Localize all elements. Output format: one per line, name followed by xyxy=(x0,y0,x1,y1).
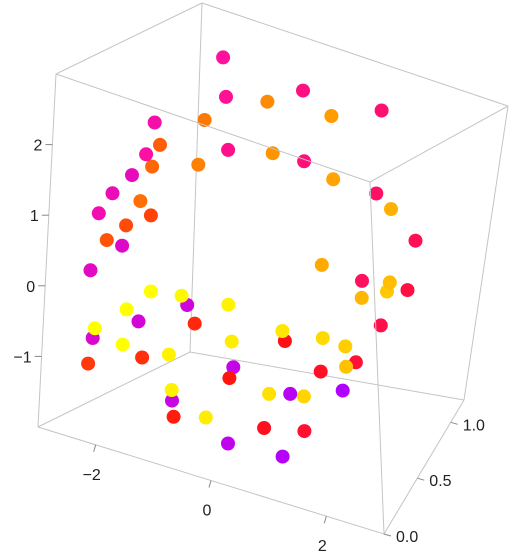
box-front-edges xyxy=(37,73,509,535)
data-point xyxy=(315,331,330,346)
box-edge xyxy=(369,181,385,535)
data-point xyxy=(166,409,181,424)
box-edge xyxy=(189,351,465,401)
tick-label: 0.5 xyxy=(429,473,451,490)
data-point xyxy=(221,142,236,157)
tick-mark xyxy=(93,444,97,452)
data-point xyxy=(297,424,312,439)
tick-label: −1 xyxy=(13,349,31,366)
data-point xyxy=(326,172,341,187)
data-point xyxy=(257,421,272,435)
box-back-edges xyxy=(37,2,509,428)
data-point xyxy=(408,233,423,248)
data-point xyxy=(187,316,202,331)
data-point xyxy=(161,347,176,362)
box-edge xyxy=(55,73,371,183)
tick-mark xyxy=(383,533,392,537)
data-point xyxy=(115,238,130,253)
data-point xyxy=(324,109,339,123)
data-point xyxy=(296,83,310,98)
box-edge xyxy=(37,351,191,428)
tick-label: 1.0 xyxy=(463,417,485,434)
data-point xyxy=(221,436,235,451)
data-point xyxy=(313,364,328,379)
data-point xyxy=(338,339,353,354)
data-point xyxy=(339,359,354,374)
axis-ticks: −2 0 2 0.0 0.5 1.0 −1 0 1 2 xyxy=(13,138,485,556)
data-point xyxy=(133,194,148,209)
tick-label: 2 xyxy=(33,138,42,155)
data-point xyxy=(296,389,311,404)
data-point xyxy=(224,334,239,349)
data-point xyxy=(275,324,290,338)
data-point xyxy=(382,275,397,290)
data-point xyxy=(226,360,241,375)
data-point xyxy=(165,393,179,408)
data-point xyxy=(131,314,146,329)
data-point xyxy=(135,350,150,365)
box-edge xyxy=(189,2,203,353)
data-point xyxy=(87,321,102,336)
data-point xyxy=(143,284,158,299)
data-point xyxy=(147,115,162,130)
tick-mark xyxy=(208,480,212,488)
tick-mark xyxy=(323,516,327,524)
data-point xyxy=(174,288,189,303)
data-point xyxy=(139,147,154,162)
box-edge xyxy=(463,105,509,401)
data-point xyxy=(374,103,389,118)
data-point xyxy=(335,383,350,398)
data-points xyxy=(81,50,423,464)
box-edge xyxy=(369,105,509,183)
data-point xyxy=(283,386,298,401)
data-point xyxy=(81,356,96,371)
data-point xyxy=(119,302,134,317)
data-point xyxy=(164,383,179,397)
data-point xyxy=(198,410,213,425)
data-point xyxy=(91,206,106,221)
tick-label: −2 xyxy=(83,467,101,484)
data-point xyxy=(145,159,160,174)
data-point xyxy=(262,386,277,401)
data-point xyxy=(83,263,98,278)
box-edge xyxy=(55,2,203,75)
data-point xyxy=(354,290,369,305)
data-point xyxy=(143,208,158,223)
data-point xyxy=(125,168,139,183)
data-point xyxy=(355,273,369,288)
tick-mark xyxy=(450,421,458,425)
data-point xyxy=(191,157,206,172)
data-point xyxy=(221,297,236,312)
data-point xyxy=(99,233,114,248)
data-point xyxy=(260,94,275,109)
data-point xyxy=(222,371,237,386)
data-point xyxy=(275,449,290,464)
data-point xyxy=(216,50,231,65)
tick-mark xyxy=(417,477,425,481)
box-edge xyxy=(383,399,465,535)
data-point xyxy=(115,337,130,352)
data-point xyxy=(373,318,388,333)
data-point xyxy=(219,89,233,104)
box-edge xyxy=(37,73,57,428)
data-point xyxy=(105,186,120,201)
data-point xyxy=(400,283,415,298)
tick-label: 1 xyxy=(30,208,39,225)
data-point xyxy=(153,137,167,152)
tick-label: 0 xyxy=(203,503,212,520)
tick-label: 0.0 xyxy=(396,529,418,546)
tick-label: 2 xyxy=(318,538,327,555)
data-point xyxy=(369,186,384,201)
data-point xyxy=(314,257,329,272)
tick-label: 0 xyxy=(26,279,35,296)
data-point xyxy=(119,218,134,233)
data-point xyxy=(384,202,398,217)
box-edge xyxy=(201,2,509,107)
